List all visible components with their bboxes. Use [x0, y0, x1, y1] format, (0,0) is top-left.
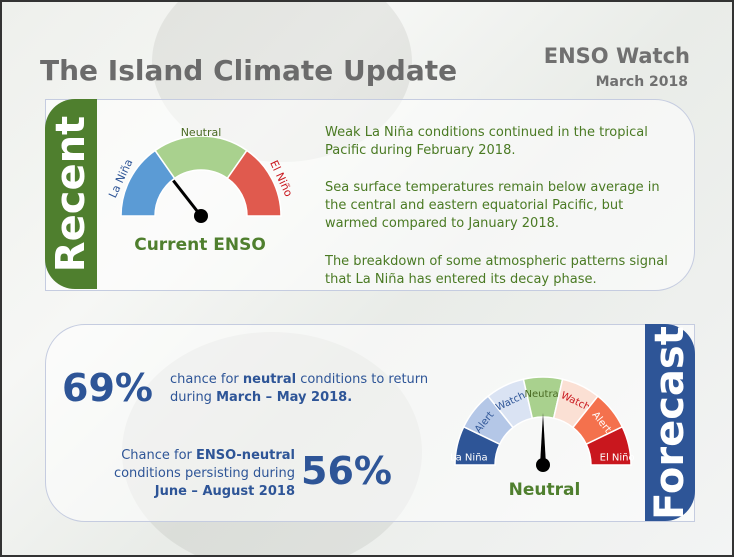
forecast-label: El Niño — [600, 453, 635, 464]
current-enso-caption: Current ENSO — [134, 235, 266, 255]
forecast-needle — [540, 413, 546, 465]
neutral-chance-value: 69% — [62, 366, 153, 410]
needle — [172, 179, 203, 217]
needle-hub — [194, 209, 208, 223]
forecast-tab: Forecast — [645, 324, 695, 521]
section-title: ENSO Watch — [543, 44, 690, 68]
recent-paragraph: Weak La Niña conditions continued in the… — [325, 125, 648, 158]
recent-tab: Recent — [45, 99, 97, 289]
el-nino-segment — [226, 149, 282, 217]
recent-paragraph: The breakdown of some atmospheric patter… — [325, 254, 668, 287]
enso-neutral-chance-text: Chance for ENSO-neutral conditions persi… — [113, 448, 295, 499]
forecast-label: La Niña — [450, 453, 488, 464]
neutral-label: Neutral — [181, 126, 222, 139]
forecast-needle-hub — [536, 458, 550, 472]
recent-panel — [45, 99, 695, 291]
forecast-segment — [585, 425, 632, 466]
enso-neutral-chance-value: 56% — [301, 449, 392, 493]
forecast-caption: Neutral — [508, 480, 581, 500]
issue-date: March 2018 — [595, 74, 688, 90]
neutral-chance-text: chance for neutral conditions to return … — [170, 372, 429, 405]
page-title: The Island Climate Update — [40, 54, 458, 87]
recent-paragraph: Sea surface temperatures remain below av… — [325, 180, 660, 231]
forecast-label: Neutral — [525, 389, 562, 400]
